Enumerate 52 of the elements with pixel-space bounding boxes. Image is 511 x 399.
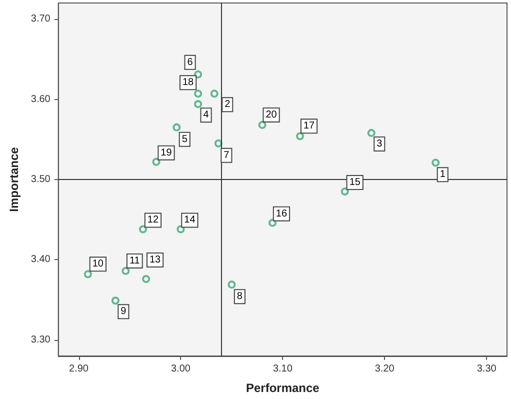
- point: [111, 296, 120, 305]
- point: [214, 139, 222, 148]
- annotation: 18: [182, 77, 194, 88]
- annotation: 17: [303, 120, 316, 132]
- annotation: 7: [224, 150, 230, 161]
- point: [210, 90, 218, 98]
- point: [268, 218, 276, 227]
- annotation: 5: [182, 134, 188, 145]
- x-tick-label: 3.20: [374, 364, 395, 374]
- point: [139, 225, 147, 234]
- point: [194, 100, 202, 108]
- point: [367, 128, 376, 137]
- point: [172, 123, 181, 132]
- annotation: 12: [147, 214, 159, 226]
- annotation: 14: [184, 214, 196, 226]
- point: [340, 188, 349, 196]
- y-tick-label: 3.40: [30, 254, 51, 266]
- y-axis-title: Importance: [7, 146, 21, 212]
- annotation: 11: [129, 255, 140, 266]
- annotation: 3: [376, 138, 383, 150]
- point: [258, 120, 266, 129]
- y-tick-label: 3.70: [30, 14, 51, 25]
- point: [228, 280, 236, 289]
- annotation: 19: [160, 147, 172, 158]
- y-tick-label: 3.60: [30, 94, 51, 105]
- annotation: 13: [149, 254, 162, 266]
- x-tick-label: 2.90: [69, 364, 89, 374]
- y-tick-label: 3.30: [30, 334, 51, 346]
- point: [194, 90, 202, 98]
- point: [152, 158, 160, 166]
- annotation: 2: [224, 99, 231, 110]
- point: [432, 158, 440, 167]
- point: [296, 132, 304, 140]
- annotation: 4: [203, 110, 210, 121]
- point: [176, 225, 185, 234]
- x-tick-label: 3.10: [272, 364, 293, 374]
- x-tick-label: 3.30: [476, 364, 497, 374]
- point: [142, 274, 150, 283]
- y-tick-label: 3.50: [30, 174, 51, 185]
- annotation: 15: [349, 177, 361, 188]
- annotation: 1: [440, 169, 446, 180]
- annotation: 10: [92, 258, 104, 270]
- point: [194, 70, 202, 78]
- annotation: 16: [276, 208, 288, 220]
- annotation: 6: [187, 56, 194, 68]
- point: [122, 266, 130, 275]
- x-axis-title: Performance: [246, 381, 320, 395]
- annotation: 8: [236, 291, 243, 302]
- annotation: 20: [266, 109, 278, 120]
- annotation: 9: [120, 306, 127, 318]
- x-tick-label: 3.00: [170, 364, 191, 374]
- point: [84, 270, 92, 278]
